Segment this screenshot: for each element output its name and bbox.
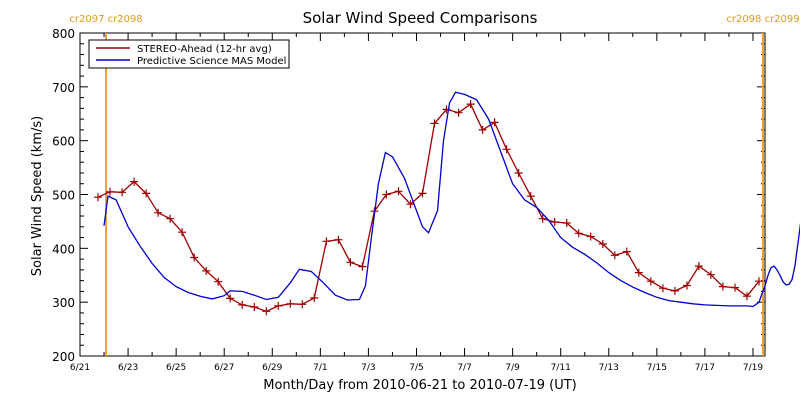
- stereo-data-point: [310, 293, 319, 302]
- stereo-data-point: [190, 253, 199, 262]
- y-tick-label: 500: [52, 189, 75, 203]
- stereo-data-point: [130, 177, 139, 186]
- stereo-data-point: [382, 190, 391, 199]
- x-tick-label: 6/21: [70, 363, 90, 373]
- stereo-data-point: [658, 284, 667, 293]
- x-tick-label: 6/25: [166, 363, 186, 373]
- x-tick-label: 6/27: [214, 363, 234, 373]
- x-tick-label: 7/1: [313, 363, 327, 373]
- x-tick-label: 7/13: [599, 363, 619, 373]
- stereo-data-point: [743, 292, 751, 301]
- stereo-data-point: [526, 192, 535, 201]
- carrington-markers: cr2097 cr2098 cr2098 cr2099: [69, 14, 800, 356]
- stereo-data-point: [322, 237, 331, 246]
- x-tick-label: 7/5: [409, 363, 423, 373]
- stereo-data-point: [358, 262, 367, 271]
- x-tick-label: 7/19: [743, 363, 763, 373]
- y-tick-label: 800: [52, 27, 75, 41]
- stereo-data-point: [274, 301, 283, 310]
- stereo-data-point: [178, 228, 187, 237]
- stereo-data-point: [430, 119, 439, 128]
- stereo-data-point: [226, 294, 235, 303]
- stereo-data-point: [202, 266, 211, 275]
- stereo-data-point: [731, 283, 739, 292]
- stereo-data-point: [586, 232, 595, 241]
- stereo-data-point: [538, 214, 547, 223]
- stereo-data-point: [298, 300, 307, 309]
- stereo-data-point: [238, 300, 247, 309]
- legend-box: [88, 39, 290, 69]
- stereo-data-point: [106, 187, 114, 196]
- axes: 200 300 400 500 600 700 800 6/21 6/23 6/25 6/27 6/2…: [52, 27, 766, 373]
- stereo-data-point: [166, 214, 175, 223]
- y-tick-label: 700: [52, 81, 75, 95]
- stereo-data-point: [670, 286, 679, 295]
- x-tick-label: 7/11: [551, 363, 571, 373]
- stereo-data-point: [478, 125, 487, 134]
- stereo-data-point: [454, 108, 463, 117]
- x-tick-label: 7/15: [647, 363, 667, 373]
- plot-area: [94, 91, 800, 316]
- stereo-data-point: [706, 270, 715, 279]
- stereo-data-point: [562, 219, 571, 227]
- legend: STEREO-Ahead (12-hr avg)Predictive Scien…: [88, 39, 290, 69]
- stereo-data-point: [550, 218, 559, 226]
- stereo-data-point: [250, 303, 259, 311]
- stereo-data-point: [634, 268, 643, 277]
- stereo-data-point: [622, 247, 631, 256]
- x-tick-label: 6/29: [262, 363, 282, 373]
- stereo-data-point: [598, 240, 607, 248]
- stereo-data-point: [334, 235, 343, 244]
- stereo-data-point: [610, 251, 619, 260]
- stereo-data-point: [118, 188, 127, 197]
- stereo-data-point: [394, 187, 403, 196]
- stereo-data-point: [154, 208, 163, 217]
- stereo-data-point: [286, 299, 295, 308]
- stereo-data-point: [406, 200, 415, 209]
- stereo-data-point: [94, 193, 102, 202]
- legend-label: STEREO-Ahead (12-hr avg): [137, 44, 272, 55]
- stereo-data-point: [755, 277, 763, 286]
- y-tick-label: 600: [52, 135, 75, 149]
- x-axis-label: Month/Day from 2010-06-21 to 2010-07-19 …: [263, 378, 576, 393]
- x-tick-label: 7/7: [457, 363, 471, 373]
- stereo-data-point: [514, 169, 523, 177]
- y-axis-label: Solar Wind Speed (km/s): [30, 116, 45, 276]
- x-tick-label: 7/3: [361, 363, 375, 373]
- model-series-line: [103, 91, 800, 308]
- stereo-data-point: [142, 189, 151, 198]
- stereo-data-point: [466, 100, 475, 109]
- y-tick-label: 300: [52, 296, 75, 310]
- y-tick-label: 400: [52, 242, 75, 256]
- stereo-data-point: [442, 105, 451, 114]
- x-tick-label: 7/9: [505, 363, 520, 373]
- stereo-data-point: [694, 262, 703, 271]
- stereo-data-point: [346, 258, 355, 267]
- legend-label: Predictive Science MAS Model: [137, 56, 286, 67]
- x-tick-label: 7/17: [695, 363, 715, 373]
- stereo-data-point: [418, 189, 427, 198]
- stereo-data-point: [574, 229, 583, 238]
- stereo-data-point: [262, 307, 271, 316]
- stereo-data-point: [646, 277, 655, 286]
- stereo-data-point: [682, 281, 691, 290]
- carrington-label: cr2098 cr2099: [726, 14, 799, 25]
- stereo-data-point: [718, 282, 727, 291]
- stereo-data-point: [490, 118, 499, 127]
- stereo-data-point: [502, 145, 511, 154]
- stereo-series-line: [97, 103, 760, 313]
- x-tick-label: 6/23: [118, 363, 138, 373]
- y-tick-label: 200: [52, 350, 75, 364]
- chart-title: Solar Wind Speed Comparisons: [303, 9, 538, 27]
- carrington-label: cr2097 cr2098: [69, 14, 142, 25]
- stereo-data-point: [214, 277, 223, 286]
